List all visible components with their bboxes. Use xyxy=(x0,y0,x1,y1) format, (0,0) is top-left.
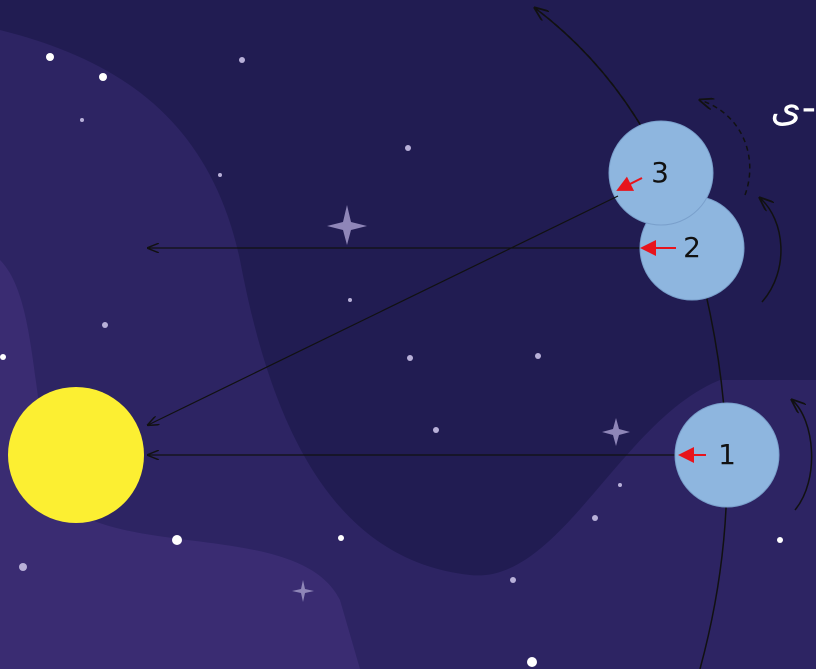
rotation-arrow xyxy=(700,100,751,196)
earth-label: 3 xyxy=(651,156,669,189)
nebula xyxy=(0,260,360,669)
earth-label: 2 xyxy=(683,231,701,264)
stars xyxy=(0,53,783,667)
earth xyxy=(608,120,714,226)
earth-label: 1 xyxy=(718,438,736,471)
sun xyxy=(8,387,144,523)
rotation-arrow xyxy=(760,198,782,303)
marker-arrow xyxy=(616,176,643,191)
caption: ی- xyxy=(770,85,816,131)
rotation-arrow xyxy=(792,400,813,511)
earth xyxy=(674,402,780,508)
sparkles xyxy=(292,205,630,602)
nebula xyxy=(0,30,816,669)
sun-direction xyxy=(148,195,619,425)
